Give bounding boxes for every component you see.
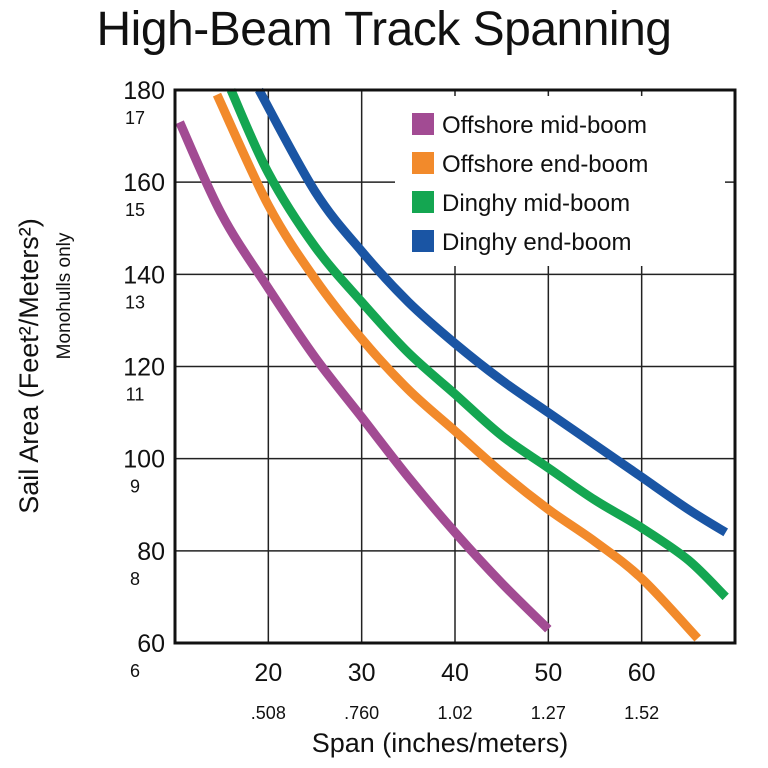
y-tick-sublabel: 15 [125,200,145,220]
x-tick-label: 40 [441,659,469,687]
plot-frame [173,88,737,645]
legend-label: Offshore end-boom [442,151,648,178]
y-tick-label: 180 [123,77,165,105]
legend-swatch [412,152,434,174]
y-tick-label: 100 [123,446,165,474]
y-tick-label: 60 [137,630,165,658]
y-axis-label: Sail Area (Feet²/Meters²) [14,218,44,514]
x-tick-label: 50 [534,659,562,687]
legend-label: Dinghy mid-boom [442,190,630,217]
y-tick-sublabel: 6 [130,661,140,681]
x-tick-sublabel: 1.27 [531,703,566,723]
y-tick-label: 140 [123,261,165,289]
x-axis-label: Span (inches/meters) [312,728,569,758]
x-tick-sublabel: .508 [251,703,286,723]
legend: Offshore mid-boom Offshore end-boom Dinghy… [395,96,725,266]
legend-swatch [412,230,434,252]
x-tick-sublabel: 1.02 [437,703,472,723]
series-line-offshore-end-boom [212,92,701,642]
legend-label: Offshore mid-boom [442,112,647,139]
chart-title: High-Beam Track Spanning [96,3,672,56]
series-lines [175,87,729,642]
legend-swatch [412,113,434,135]
x-tick-label: 30 [348,659,376,687]
series-line-offshore-mid-boom [175,120,552,633]
x-tick-label: 60 [628,659,656,687]
y-tick-label: 120 [123,354,165,382]
y-tick-label: 160 [123,169,165,197]
legend-label: Dinghy end-boom [442,229,631,256]
series-line-dinghy-mid-boom [226,88,729,601]
x-tick-sublabel: 1.52 [624,703,659,723]
y-tick-label: 80 [137,538,165,566]
y-tick-sublabel: 8 [130,569,140,589]
y-tick-sublabel: 9 [130,477,140,497]
x-tick-label: 20 [254,659,282,687]
y-tick-sublabel: 17 [125,108,145,128]
y-tick-sublabel: 11 [126,385,145,405]
x-tick-sublabel: .760 [344,703,379,723]
y-tick-sublabel: 13 [125,292,145,312]
tick-labels: 20 .508 30 .760 40 1.02 50 1.27 60 1.52 60 6 80 8 100 9… [123,77,659,723]
legend-swatch [412,191,434,213]
y-axis-sublabel: Monohulls only [54,232,75,359]
legend-box [395,96,725,266]
series-line-dinghy-end-boom [255,87,729,537]
